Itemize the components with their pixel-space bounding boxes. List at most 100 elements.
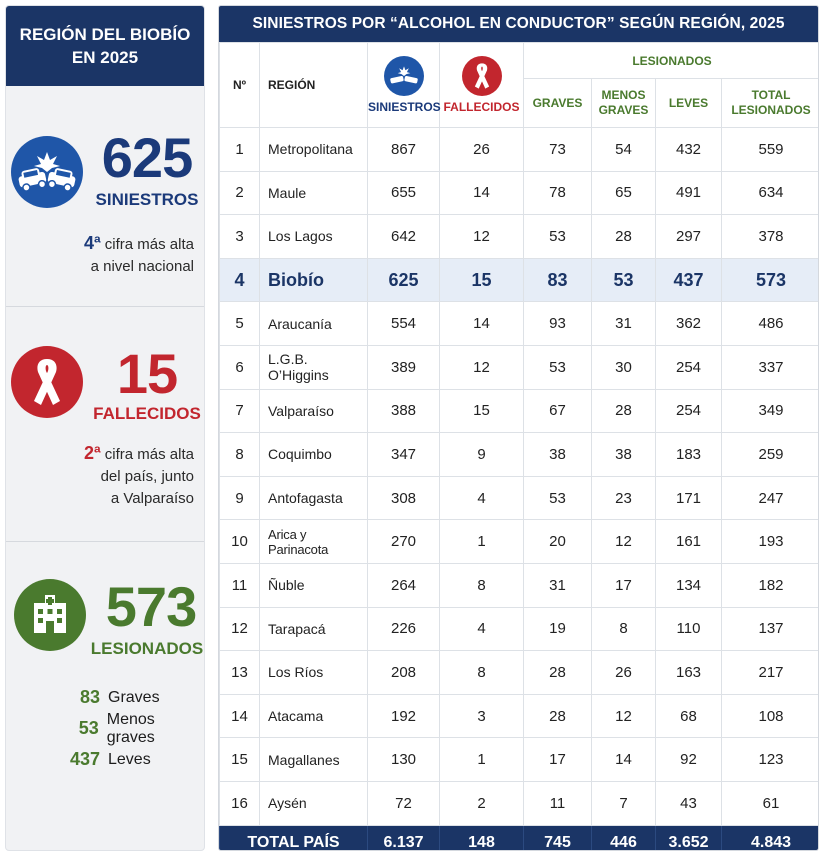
cell-leves: 43 bbox=[655, 780, 722, 826]
cell-siniestros: 208 bbox=[367, 650, 440, 695]
cell-region: Antofagasta bbox=[259, 475, 368, 521]
cell-no: 2 bbox=[219, 170, 260, 216]
cell-siniestros: 389 bbox=[367, 344, 440, 390]
table-row: 5 Araucanía 554 14 93 31 362 486 bbox=[219, 301, 818, 346]
cell-leves: 491 bbox=[655, 170, 722, 216]
cell-total: 123 bbox=[720, 737, 818, 782]
cell-region: Maule bbox=[259, 170, 368, 216]
total-siniestros: 6.137 bbox=[367, 824, 440, 850]
cell-siniestros: 226 bbox=[367, 606, 440, 652]
cell-region: Magallanes bbox=[259, 737, 368, 782]
cell-menos-graves: 7 bbox=[591, 780, 656, 826]
header-leves: LEVES bbox=[655, 78, 722, 128]
cell-no: 14 bbox=[219, 693, 260, 739]
cell-total: 259 bbox=[720, 432, 818, 477]
table-row: 7 Valparaíso 388 15 67 28 254 349 bbox=[219, 388, 818, 434]
cell-menos-graves: 17 bbox=[591, 562, 656, 608]
table-row: 15 Magallanes 130 1 17 14 92 123 bbox=[219, 737, 818, 782]
header-total-lesionados: TOTAL LESIONADOS bbox=[720, 78, 818, 128]
summary-title-line2: EN 2025 bbox=[71, 48, 139, 67]
table-title: SINIESTROS POR “ALCOHOL EN CONDUCTOR” SE… bbox=[219, 6, 818, 42]
cell-total: 247 bbox=[720, 475, 818, 521]
cell-graves: 78 bbox=[523, 170, 592, 216]
cell-siniestros: 655 bbox=[367, 170, 440, 216]
table-row: 11 Ñuble 264 8 31 17 134 182 bbox=[219, 562, 818, 608]
cell-no: 6 bbox=[219, 344, 260, 390]
fallecidos-note: 2ª cifra más alta del país, junto a Valp… bbox=[84, 442, 194, 510]
cell-menos-graves: 14 bbox=[591, 737, 656, 782]
cell-total: 634 bbox=[720, 170, 818, 216]
biobio-summary-panel: REGIÓN DEL BIOBÍO EN 2025 bbox=[5, 5, 205, 851]
cell-fallecidos: 8 bbox=[439, 562, 524, 608]
cell-menos-graves: 26 bbox=[591, 650, 656, 695]
table-row: 8 Coquimbo 347 9 38 38 183 259 bbox=[219, 432, 818, 477]
cell-menos-graves: 8 bbox=[591, 606, 656, 652]
summary-header: REGIÓN DEL BIOBÍO EN 2025 bbox=[6, 6, 204, 86]
table-row: 13 Los Ríos 208 8 28 26 163 217 bbox=[219, 650, 818, 695]
cell-region: Araucanía bbox=[259, 301, 368, 346]
header-no: Nº bbox=[219, 42, 260, 128]
fallecidos-note-line2: del país, junto bbox=[100, 468, 194, 485]
siniestros-note: 4ª cifra más alta a nivel nacional bbox=[84, 232, 194, 278]
cell-no: 11 bbox=[219, 562, 260, 608]
cell-siniestros: 130 bbox=[367, 737, 440, 782]
cell-menos-graves: 38 bbox=[591, 432, 656, 477]
cell-no: 5 bbox=[219, 301, 260, 346]
cell-leves: 362 bbox=[655, 301, 722, 346]
divider bbox=[6, 541, 204, 542]
total-menos-graves: 446 bbox=[591, 824, 656, 850]
cell-siniestros: 308 bbox=[367, 475, 440, 521]
cell-total: 108 bbox=[720, 693, 818, 739]
siniestros-label: SINIESTROS bbox=[95, 190, 199, 209]
total-row: TOTAL PAÍS 6.137 148 745 446 3.652 4.843 bbox=[219, 824, 818, 850]
header-siniestros: SINIESTROS bbox=[367, 42, 441, 128]
cell-leves: 163 bbox=[655, 650, 722, 695]
cell-graves: 53 bbox=[523, 344, 592, 390]
cell-no: 3 bbox=[219, 214, 260, 259]
fallecidos-label: FALLECIDOS bbox=[93, 404, 201, 423]
cell-graves: 93 bbox=[523, 301, 592, 346]
cell-menos-graves: 53 bbox=[591, 257, 656, 303]
cell-siniestros: 867 bbox=[367, 127, 440, 172]
lesionados-leves: 437 Leves bbox=[69, 749, 151, 769]
cell-fallecidos: 1 bbox=[439, 737, 524, 782]
lesionados-value: 573 bbox=[105, 575, 197, 638]
total-fallecidos: 148 bbox=[439, 824, 524, 850]
ribbon-icon bbox=[11, 346, 83, 418]
total-graves: 745 bbox=[523, 824, 592, 850]
cell-no: 4 bbox=[219, 257, 260, 303]
cell-fallecidos: 1 bbox=[439, 519, 524, 564]
cell-fallecidos: 15 bbox=[439, 388, 524, 434]
cell-total: 349 bbox=[720, 388, 818, 434]
cell-fallecidos: 15 bbox=[439, 257, 524, 303]
cell-region: Valparaíso bbox=[259, 388, 368, 434]
fallecidos-stat: 15 FALLECIDOS 2ª cifra más alta del país… bbox=[6, 306, 204, 541]
cell-menos-graves: 31 bbox=[591, 301, 656, 346]
cell-graves: 28 bbox=[523, 650, 592, 695]
cell-no: 1 bbox=[219, 127, 260, 172]
car-crash-icon bbox=[383, 56, 424, 96]
cell-total: 61 bbox=[720, 780, 818, 826]
cell-region: Tarapacá bbox=[259, 606, 368, 652]
cell-no: 9 bbox=[219, 475, 260, 521]
cell-menos-graves: 28 bbox=[591, 388, 656, 434]
cell-total: 193 bbox=[720, 519, 818, 564]
cell-region: Ñuble bbox=[259, 562, 368, 608]
cell-fallecidos: 4 bbox=[439, 475, 524, 521]
cell-menos-graves: 28 bbox=[591, 214, 656, 259]
regions-table: Nº REGIÓN SINIESTROS bbox=[219, 42, 818, 850]
siniestros-rank: 4ª bbox=[83, 233, 101, 253]
cell-leves: 183 bbox=[655, 432, 722, 477]
hospital-icon bbox=[14, 579, 86, 651]
cell-graves: 11 bbox=[523, 780, 592, 826]
cell-fallecidos: 8 bbox=[439, 650, 524, 695]
lesionados-menos-graves: 53 Menos graves bbox=[78, 710, 155, 746]
cell-no: 13 bbox=[219, 650, 260, 695]
cell-fallecidos: 3 bbox=[439, 693, 524, 739]
cell-total: 137 bbox=[720, 606, 818, 652]
table-row: 3 Los Lagos 642 12 53 28 297 378 bbox=[219, 214, 818, 259]
cell-graves: 38 bbox=[523, 432, 592, 477]
fallecidos-note-line3: a Valparaíso bbox=[110, 490, 194, 507]
header-fallecidos-label: FALLECIDOS bbox=[443, 100, 520, 114]
table-row: 2 Maule 655 14 78 65 491 634 bbox=[219, 170, 818, 216]
